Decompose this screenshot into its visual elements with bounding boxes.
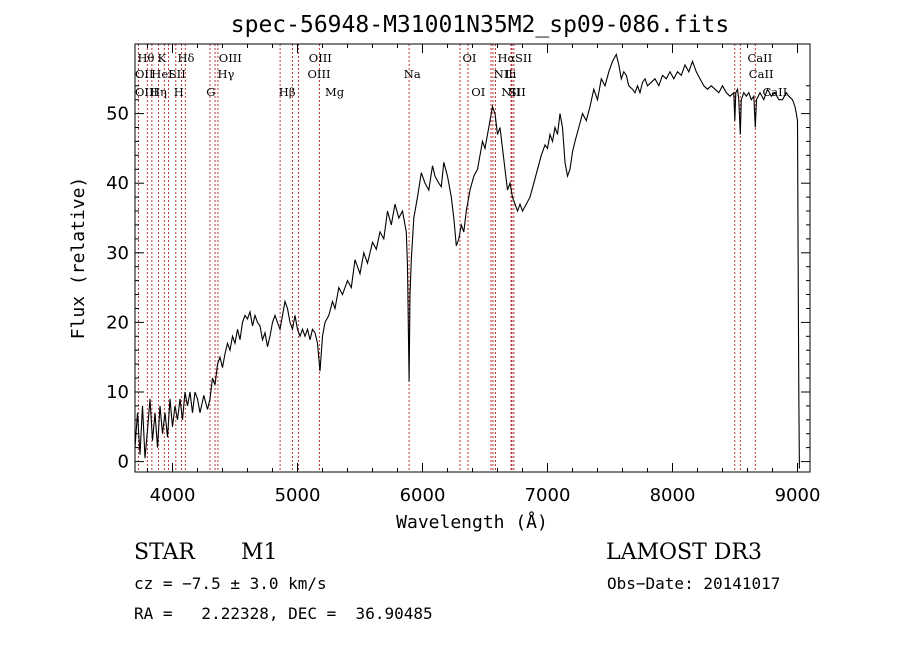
line-marker-label: G xyxy=(206,85,215,99)
emission-line-markers xyxy=(137,44,756,472)
y-tick-label: 40 xyxy=(106,173,129,194)
line-marker-label: Hθ xyxy=(138,51,155,65)
line-marker-label: SII xyxy=(515,51,532,65)
line-marker-label: NII xyxy=(494,67,513,81)
line-marker-label: Hδ xyxy=(178,51,195,65)
line-marker-label: Li xyxy=(505,67,517,81)
line-marker-label: Hγ xyxy=(218,67,235,81)
x-tick-label: 7000 xyxy=(525,485,571,506)
line-marker-label: CaII xyxy=(749,67,774,81)
line-marker-label: Mg xyxy=(325,85,345,99)
line-marker-label: OIII xyxy=(308,67,331,81)
line-marker-label: NII xyxy=(501,85,520,99)
x-tick-label: 9000 xyxy=(775,485,821,506)
line-marker-label: OIII xyxy=(135,85,158,99)
y-tick-label: 30 xyxy=(106,243,129,264)
x-tick-label: 8000 xyxy=(650,485,696,506)
survey-label: LAMOST DR3 xyxy=(606,540,762,565)
y-tick-label: 10 xyxy=(106,382,129,403)
line-marker-label: Na xyxy=(404,67,421,81)
line-marker-label: K xyxy=(158,51,167,65)
line-marker-label: CaII xyxy=(748,51,773,65)
line-marker-label: Hη xyxy=(150,85,167,99)
plot-frame xyxy=(134,43,811,473)
redshift-cz: cz = −7.5 ± 3.0 km/s xyxy=(134,574,327,593)
y-axis-ticks: 0 10 20 30 40 50 xyxy=(106,85,810,473)
x-axis-ticks: 4000 5000 6000 7000 8000 9000 xyxy=(147,44,821,506)
line-marker-label: OI xyxy=(463,51,477,65)
object-subclass: M1 xyxy=(241,540,278,565)
coordinates: RA = 2.22328, DEC = 36.90485 xyxy=(134,604,433,623)
y-tick-label: 0 xyxy=(118,452,129,473)
y-tick-label: 20 xyxy=(106,312,129,333)
x-tick-label: 6000 xyxy=(400,485,446,506)
line-marker-label: Hβ xyxy=(279,85,296,99)
spectrum-series-line xyxy=(134,52,800,469)
x-tick-label: 5000 xyxy=(275,485,321,506)
observation-date: Obs−Date: 20141017 xyxy=(607,574,781,593)
line-marker-label: H xyxy=(174,85,184,99)
line-marker-label: HeI xyxy=(151,67,172,81)
line-marker-label: OIII xyxy=(219,51,242,65)
chart-title: spec-56948-M31001N35M2_sp09-086.fits xyxy=(231,12,730,38)
y-axis-label: Flux (relative) xyxy=(68,177,89,340)
line-marker-label: OII xyxy=(135,67,154,81)
line-marker-label: Hα xyxy=(498,51,516,65)
line-marker-label: SII xyxy=(509,85,526,99)
line-marker-label: OI xyxy=(471,85,485,99)
line-marker-label: CaII xyxy=(763,85,788,99)
object-class: STAR xyxy=(134,540,195,565)
y-tick-label: 50 xyxy=(106,104,129,125)
x-axis-label: Wavelength (Å) xyxy=(396,511,548,533)
line-marker-label: SII xyxy=(169,67,186,81)
line-marker-label: OIII xyxy=(309,51,332,65)
x-tick-label: 4000 xyxy=(150,485,196,506)
